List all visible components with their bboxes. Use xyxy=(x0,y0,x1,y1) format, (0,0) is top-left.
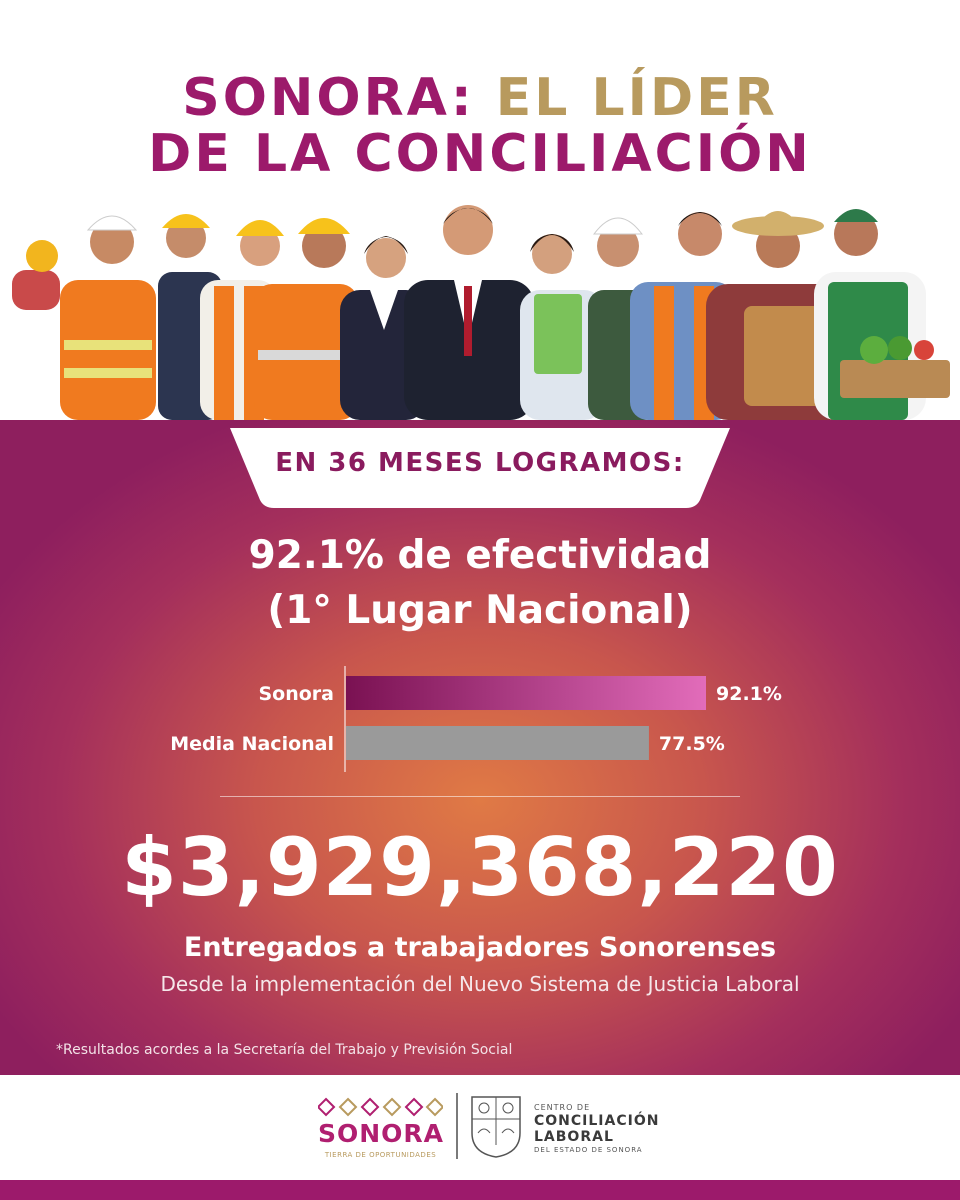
state-crest-icon xyxy=(471,1096,521,1158)
worker-figure xyxy=(404,205,534,420)
title-line-2: DE LA CONCILIACIÓN xyxy=(148,124,812,184)
subtitle-line-2: Desde la implementación del Nuevo Sistem… xyxy=(160,972,800,996)
badge-shape xyxy=(230,428,730,508)
category-label: Sonora xyxy=(258,683,334,705)
worker-figure xyxy=(520,234,604,420)
footnote: *Resultados acordes a la Secretaría del … xyxy=(56,1042,513,1058)
title-part-1: SONORA: xyxy=(182,68,496,128)
ccl-line-2b: LABORAL xyxy=(534,1129,614,1145)
page-title: SONORA: EL LÍDER DE LA CONCILIACIÓN xyxy=(0,72,960,184)
ccl-line-1: CENTRO DE xyxy=(534,1103,591,1112)
value-label: 77.5% xyxy=(659,733,725,755)
results-panel: EN 36 MESES LOGRAMOS: 92.1% de efectivid… xyxy=(0,420,960,1075)
headline-line-1: 92.1% de efectividad xyxy=(248,533,712,578)
category-label: Media Nacional xyxy=(170,733,334,755)
worker-figure xyxy=(254,218,358,420)
sonora-logo-pattern-icon xyxy=(316,1097,445,1117)
sonora-logo-text: SONORA xyxy=(318,1119,445,1148)
badge: EN 36 MESES LOGRAMOS: xyxy=(230,428,730,508)
amount-delivered: $3,929,368,220 xyxy=(121,821,839,914)
sonora-tagline: TIERRA DE OPORTUNIDADES xyxy=(324,1151,437,1159)
bottom-strip xyxy=(0,1180,960,1200)
badge-text: EN 36 MESES LOGRAMOS: xyxy=(275,448,685,478)
header: SONORA: EL LÍDER DE LA CONCILIACIÓN xyxy=(0,0,960,420)
headline-line-2: (1° Lugar Nacional) xyxy=(267,588,693,633)
footer: SONORA TIERRA DE OPORTUNIDADES CENTRO DE… xyxy=(0,1075,960,1180)
ccl-logo-text: CENTRO DE CONCILIACIÓN LABORAL DEL ESTAD… xyxy=(534,1103,659,1154)
worker-figure xyxy=(12,215,156,420)
divider xyxy=(220,796,740,797)
ccl-line-3: DEL ESTADO DE SONORA xyxy=(534,1146,643,1154)
workers-photo xyxy=(12,205,950,420)
ccl-line-2a: CONCILIACIÓN xyxy=(534,1113,660,1129)
headline: 92.1% de efectividad (1° Lugar Nacional) xyxy=(0,528,960,638)
value-label: 92.1% xyxy=(716,683,782,705)
effectiveness-bar-chart: Sonora 92.1% Media Nacional 77.5% xyxy=(170,666,782,772)
worker-figure xyxy=(814,209,950,420)
subtitle-line-1: Entregados a trabajadores Sonorenses xyxy=(183,932,777,963)
sonora-logo: SONORA TIERRA DE OPORTUNIDADES xyxy=(316,1095,445,1165)
bar-media-nacional xyxy=(346,726,649,760)
title-part-2: EL LÍDER xyxy=(495,68,778,128)
bar-sonora xyxy=(346,676,706,710)
footer-divider xyxy=(456,1093,458,1159)
